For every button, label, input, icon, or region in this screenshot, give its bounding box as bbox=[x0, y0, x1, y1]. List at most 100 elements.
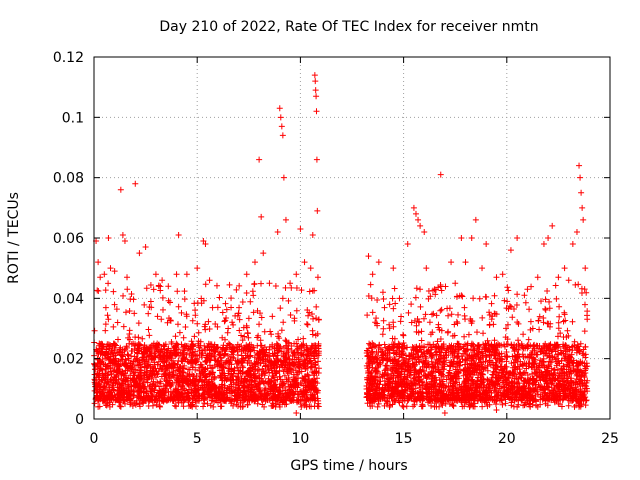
data-point bbox=[171, 402, 178, 409]
data-point bbox=[525, 336, 532, 343]
data-point bbox=[206, 326, 213, 333]
data-point bbox=[584, 308, 591, 315]
data-point bbox=[488, 300, 495, 307]
data-point bbox=[236, 304, 243, 311]
data-point bbox=[418, 337, 425, 344]
data-point bbox=[172, 333, 179, 340]
data-point bbox=[149, 402, 156, 409]
data-point bbox=[479, 403, 486, 410]
data-point bbox=[223, 306, 230, 313]
data-point bbox=[509, 314, 516, 321]
data-point bbox=[298, 403, 305, 410]
data-point bbox=[110, 323, 117, 330]
data-point bbox=[278, 327, 285, 334]
data-point bbox=[374, 403, 381, 410]
data-point bbox=[259, 365, 266, 372]
data-point bbox=[271, 377, 278, 384]
data-point bbox=[219, 309, 226, 316]
data-point bbox=[213, 282, 220, 289]
data-point bbox=[154, 347, 161, 354]
data-point bbox=[174, 288, 181, 295]
data-point bbox=[228, 383, 235, 390]
data-point bbox=[124, 286, 131, 293]
data-point bbox=[315, 358, 322, 365]
data-point bbox=[122, 309, 129, 316]
chart-title: Day 210 of 2022, Rate Of TEC Index for r… bbox=[159, 19, 538, 35]
data-point bbox=[139, 335, 146, 342]
data-point bbox=[181, 288, 188, 295]
data-point bbox=[569, 318, 576, 325]
data-point bbox=[513, 301, 520, 308]
data-point bbox=[240, 355, 247, 362]
data-point bbox=[192, 307, 199, 314]
data-point bbox=[542, 305, 549, 312]
data-point bbox=[454, 320, 461, 327]
data-point bbox=[418, 328, 425, 335]
data-point bbox=[143, 285, 150, 292]
data-point bbox=[429, 311, 436, 318]
data-point bbox=[373, 315, 380, 322]
data-point bbox=[95, 287, 102, 294]
data-point bbox=[261, 328, 268, 335]
data-point bbox=[505, 287, 512, 294]
data-point bbox=[189, 317, 196, 324]
data-point bbox=[276, 373, 283, 380]
data-point bbox=[255, 332, 262, 339]
data-point bbox=[203, 373, 210, 380]
data-point bbox=[217, 403, 224, 410]
data-point bbox=[123, 344, 130, 351]
data-point bbox=[102, 327, 109, 334]
data-point bbox=[241, 345, 248, 352]
data-point bbox=[274, 349, 281, 356]
data-point bbox=[135, 320, 142, 327]
data-point bbox=[244, 330, 251, 337]
data-point bbox=[445, 328, 452, 335]
data-point bbox=[180, 334, 187, 341]
data-point bbox=[555, 325, 562, 332]
data-point bbox=[527, 318, 534, 325]
data-point bbox=[277, 343, 284, 350]
data-point bbox=[102, 287, 109, 294]
data-point bbox=[448, 311, 455, 318]
data-point bbox=[154, 361, 161, 368]
data-point bbox=[128, 341, 135, 348]
data-point bbox=[295, 336, 302, 343]
data-point bbox=[315, 340, 322, 347]
data-point bbox=[461, 304, 468, 311]
data-point bbox=[126, 331, 133, 338]
data-point bbox=[302, 357, 309, 364]
data-point bbox=[504, 298, 511, 305]
data-point bbox=[245, 353, 252, 360]
data-point bbox=[120, 292, 127, 299]
data-point bbox=[552, 282, 559, 289]
data-point bbox=[380, 296, 387, 303]
data-point bbox=[486, 309, 493, 316]
data-point bbox=[226, 281, 233, 288]
data-point bbox=[306, 288, 313, 295]
data-point bbox=[181, 296, 188, 303]
data-point bbox=[223, 314, 230, 321]
data-point bbox=[239, 298, 246, 305]
data-point bbox=[160, 398, 167, 405]
data-point bbox=[266, 346, 273, 353]
data-point bbox=[300, 335, 307, 342]
data-point bbox=[154, 313, 161, 320]
data-point bbox=[285, 297, 292, 304]
data-point bbox=[224, 329, 231, 336]
data-point bbox=[474, 329, 480, 336]
data-point bbox=[157, 283, 164, 290]
data-point bbox=[565, 402, 572, 409]
data-point bbox=[234, 403, 241, 410]
data-point bbox=[267, 328, 274, 335]
data-point bbox=[514, 291, 521, 298]
data-point bbox=[104, 354, 111, 361]
data-point bbox=[207, 356, 214, 363]
data-point bbox=[245, 334, 252, 341]
data-point bbox=[243, 290, 250, 297]
data-point bbox=[168, 338, 175, 345]
data-point bbox=[91, 400, 98, 407]
data-point bbox=[308, 311, 315, 318]
data-point bbox=[526, 306, 533, 313]
data-point bbox=[381, 304, 388, 311]
data-point bbox=[238, 332, 245, 339]
